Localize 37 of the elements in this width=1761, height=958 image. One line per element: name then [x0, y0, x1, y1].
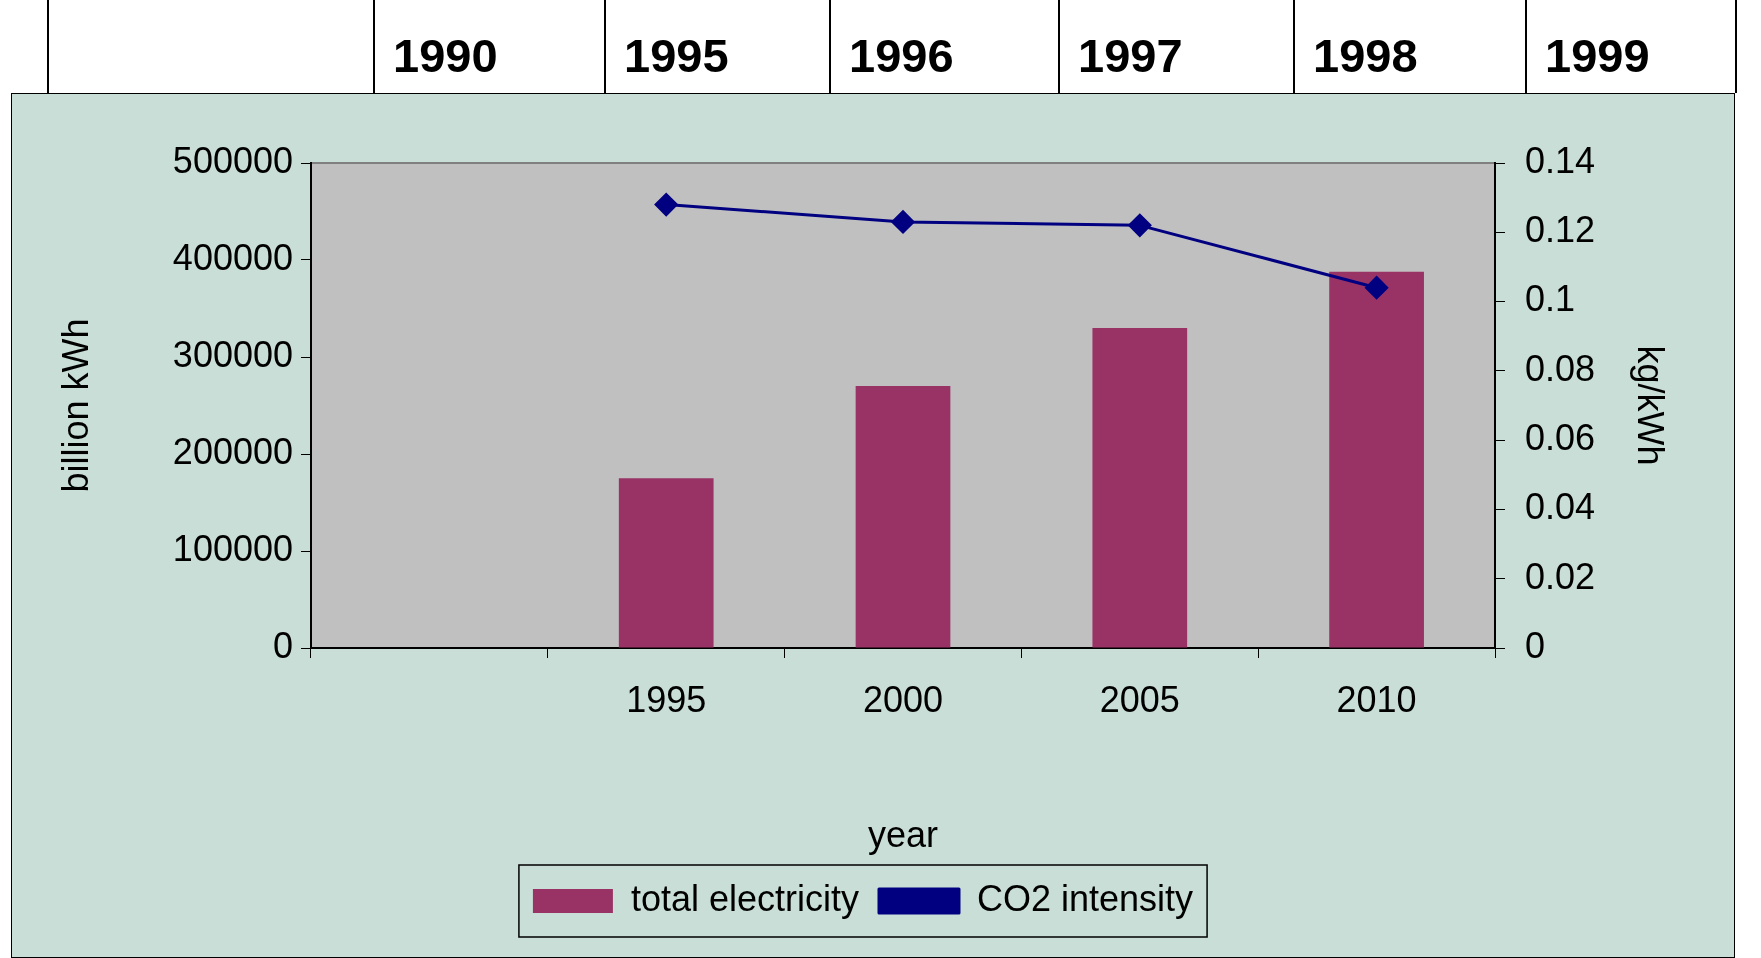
point	[891, 210, 915, 234]
y-tick-label: 500000	[172, 139, 293, 181]
y2-tick-label: 0.04	[1525, 486, 1596, 528]
y2-tick-label: 0.02	[1525, 555, 1596, 597]
legend-label: total electricity	[630, 877, 859, 919]
y-tick-label: 400000	[172, 236, 293, 278]
y2-tick-label: 0.06	[1525, 417, 1596, 459]
text: 1996	[831, 0, 1060, 93]
y2-tick-label: 0.1	[1525, 278, 1576, 320]
y2-tick-label: 0.12	[1525, 209, 1596, 251]
y-tick-label: 300000	[172, 333, 293, 375]
x-tick-label: 2000	[862, 678, 944, 720]
y2-tick-label: 0.14	[1525, 139, 1596, 181]
point	[1128, 213, 1152, 237]
y-axis-title: billion kWh	[54, 318, 96, 493]
point	[1365, 276, 1389, 300]
point	[654, 193, 678, 217]
y2-tick-label: 0	[1525, 624, 1546, 666]
text: 1995	[606, 0, 831, 93]
x-tick-label: 2010	[1336, 678, 1417, 720]
y2-tick-label: 0.08	[1525, 347, 1596, 389]
y-tick-label: 0	[272, 624, 293, 666]
bar	[855, 386, 951, 648]
bar	[618, 478, 714, 648]
x-tick-label: 2005	[1099, 678, 1180, 720]
text: 1990	[375, 0, 606, 93]
legend-label: CO2 intensity	[976, 877, 1194, 919]
x-tick-label: 1995	[626, 678, 707, 720]
x-axis-title: year	[867, 814, 939, 856]
text: 1998	[1295, 0, 1527, 93]
y2-axis-title: kg/kWh	[1630, 345, 1672, 466]
bar	[1329, 271, 1424, 648]
bar	[1092, 327, 1188, 648]
text: 1999	[1527, 0, 1737, 93]
y-tick-label: 100000	[172, 527, 293, 569]
y-tick-label: 200000	[172, 430, 293, 472]
text: 1997	[1060, 0, 1295, 93]
